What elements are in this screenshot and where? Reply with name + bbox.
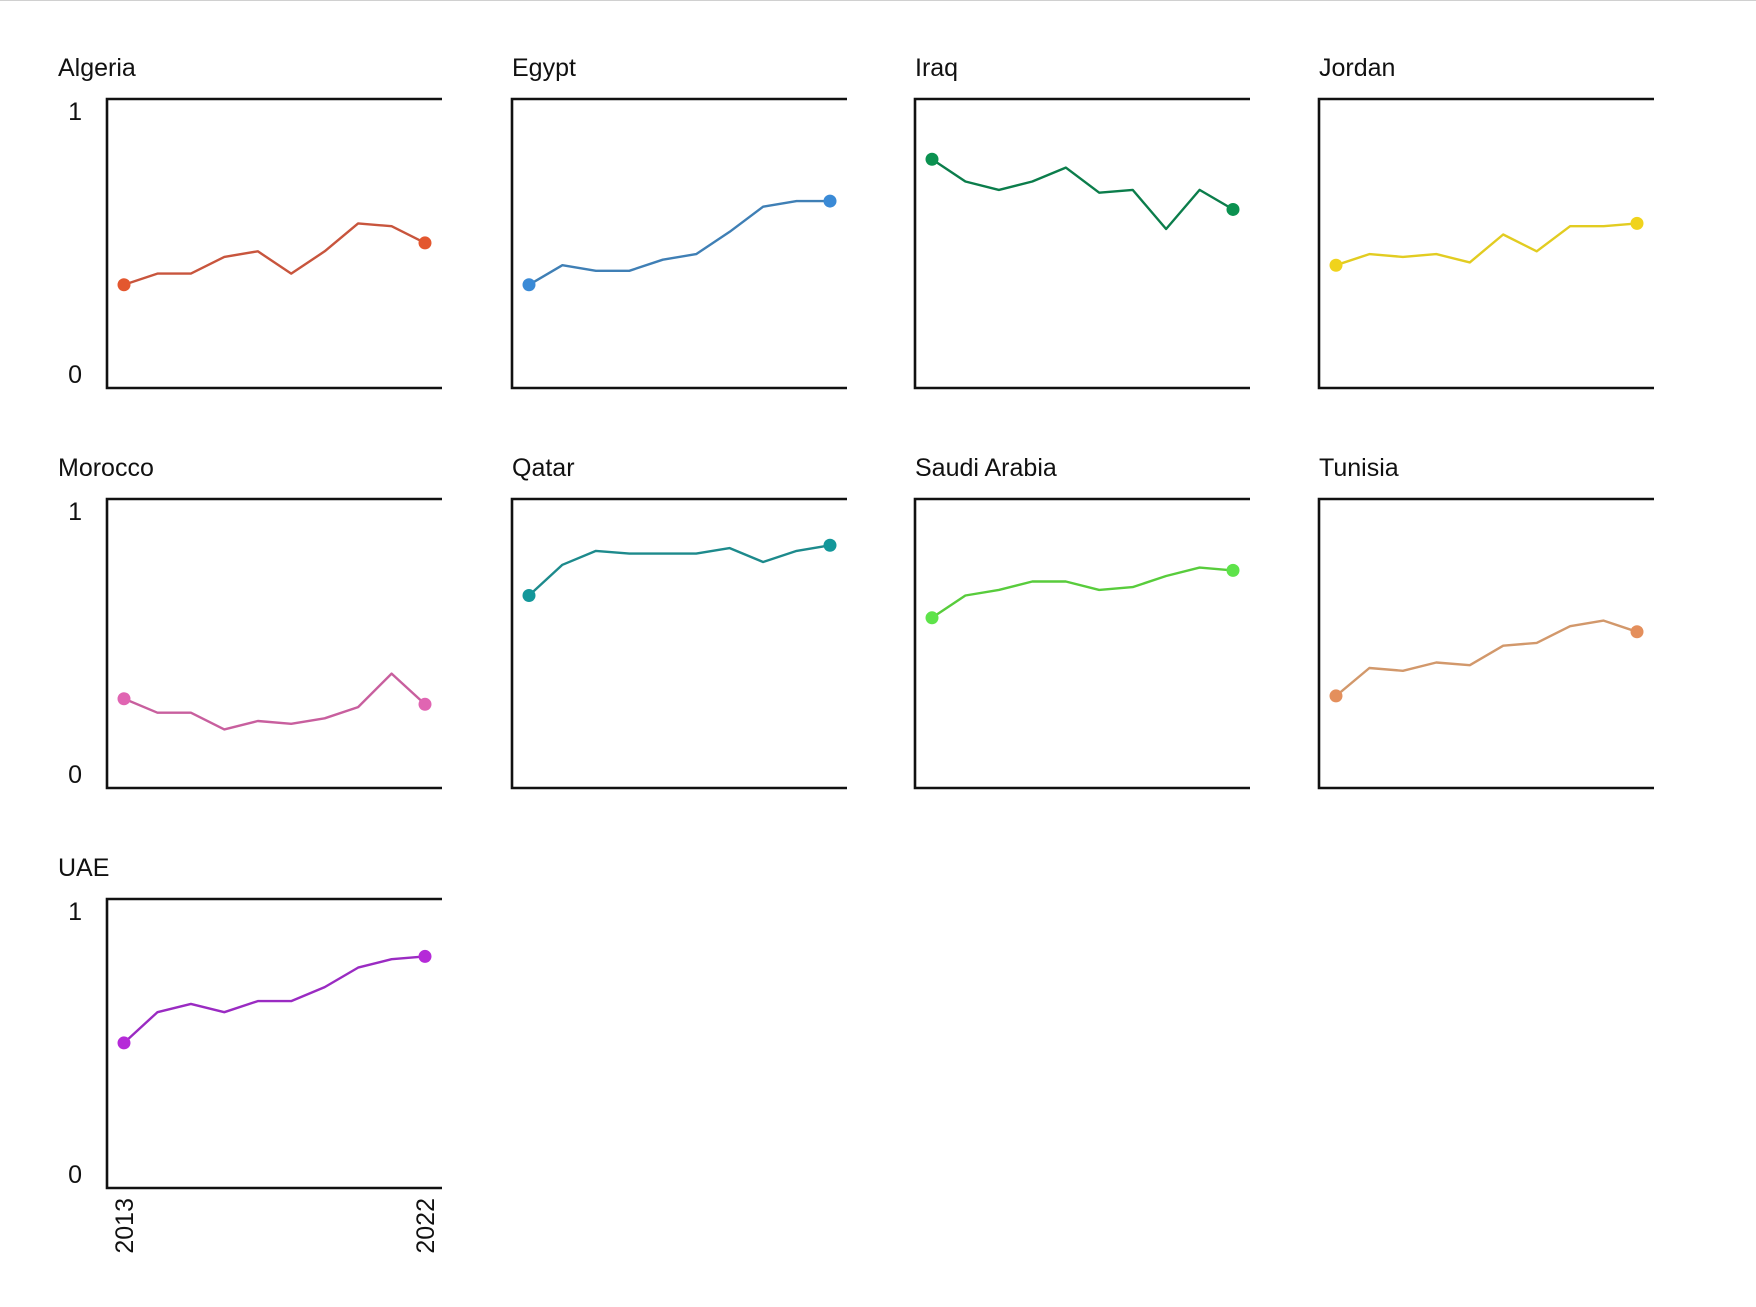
panel-tunisia-end-point: [1630, 625, 1644, 639]
panel-uae-frame: [105, 897, 442, 1190]
panel-qatar-frame: [510, 497, 847, 790]
panel-jordan-start-point: [1329, 258, 1343, 272]
panel-tunisia: Tunisia: [1317, 454, 1654, 790]
panel-jordan-frame: [1317, 97, 1654, 390]
panel-iraq-title: Iraq: [915, 54, 958, 82]
panel-iraq-frame: [913, 97, 1250, 390]
panel-egypt-frame: [510, 97, 847, 390]
panel-jordan-title: Jordan: [1319, 54, 1395, 82]
panel-tunisia-title: Tunisia: [1319, 454, 1399, 482]
panel-iraq-series-line: [930, 157, 1235, 231]
panel-egypt-end-point: [823, 194, 837, 208]
panel-morocco: Morocco 1 0: [58, 454, 442, 790]
panel-uae-ytick-max: 1: [68, 898, 82, 926]
panel-algeria-ytick-max: 1: [68, 98, 82, 126]
panel-egypt-start-point: [522, 278, 536, 292]
panel-algeria: Algeria 1 0: [58, 54, 442, 390]
panel-saudi-arabia-title: Saudi Arabia: [915, 454, 1057, 482]
panel-uae-end-point: [418, 949, 432, 963]
panel-egypt-series-line: [527, 199, 832, 286]
panel-qatar-end-point: [823, 538, 837, 552]
panel-uae-xtick-2013: 2013: [111, 1198, 139, 1254]
panel-jordan-end-point: [1630, 216, 1644, 230]
panel-iraq-end-point: [1226, 202, 1240, 216]
panel-algeria-series-line: [122, 222, 427, 286]
panel-egypt: Egypt: [510, 54, 847, 390]
panel-uae: UAE 1 0 2013 2022: [58, 854, 442, 1254]
panel-uae-start-point: [117, 1036, 131, 1050]
panel-tunisia-series-line: [1334, 619, 1639, 698]
panel-morocco-ytick-max: 1: [68, 498, 82, 526]
panel-algeria-end-point: [418, 236, 432, 250]
panel-saudi-arabia-series-line: [930, 566, 1235, 619]
panel-morocco-frame: [105, 497, 442, 790]
panel-saudi-arabia-frame: [913, 497, 1250, 790]
panel-algeria-title: Algeria: [58, 54, 136, 82]
panel-algeria-ytick-min: 0: [68, 361, 82, 389]
panel-saudi-arabia-end-point: [1226, 563, 1240, 577]
panel-egypt-title: Egypt: [512, 54, 576, 82]
panel-morocco-title: Morocco: [58, 454, 154, 482]
panel-qatar: Qatar: [510, 454, 847, 790]
panel-qatar-start-point: [522, 588, 536, 602]
panel-tunisia-start-point: [1329, 689, 1343, 703]
panel-uae-xtick-2022: 2022: [412, 1198, 440, 1254]
panel-morocco-end-point: [418, 697, 432, 711]
panel-saudi-arabia-start-point: [925, 611, 939, 625]
panel-qatar-series-line: [527, 544, 832, 597]
panel-jordan: Jordan: [1317, 54, 1654, 390]
panel-morocco-series-line: [122, 672, 427, 731]
panel-algeria-frame: [105, 97, 442, 390]
panel-qatar-title: Qatar: [512, 454, 575, 482]
panel-uae-title: UAE: [58, 854, 109, 882]
panel-iraq-start-point: [925, 152, 939, 166]
panel-saudi-arabia: Saudi Arabia: [913, 454, 1250, 790]
top-divider: [0, 0, 1756, 1]
panel-uae-ytick-min: 0: [68, 1161, 82, 1189]
panel-iraq: Iraq: [913, 54, 1250, 390]
panel-morocco-ytick-min: 0: [68, 761, 82, 789]
panel-uae-series-line: [122, 955, 427, 1045]
panel-morocco-start-point: [117, 692, 131, 706]
panel-jordan-series-line: [1334, 222, 1639, 267]
panel-tunisia-frame: [1317, 497, 1654, 790]
panel-algeria-start-point: [117, 278, 131, 292]
